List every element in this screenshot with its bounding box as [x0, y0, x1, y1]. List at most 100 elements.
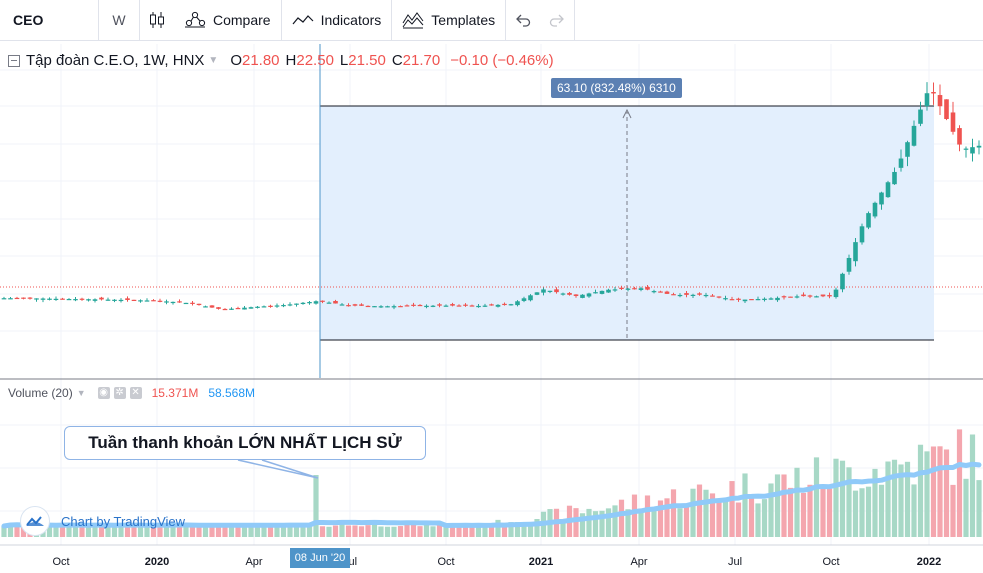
volume-bar: [313, 475, 319, 537]
volume-bar: [469, 526, 475, 537]
volume-bar: [72, 526, 79, 537]
candle-body: [736, 298, 741, 300]
x-tick-label: Oct: [822, 556, 839, 568]
volume-bar: [956, 429, 963, 537]
volume-bar: [612, 505, 618, 537]
volume-bar: [183, 526, 189, 537]
interval-button[interactable]: W: [99, 0, 139, 41]
candle-body: [924, 93, 930, 107]
candle-body: [391, 306, 397, 308]
candle-body: [859, 226, 865, 243]
volume-bar: [605, 508, 612, 537]
candle-body: [339, 304, 345, 306]
gear-icon[interactable]: ✲: [113, 387, 126, 399]
candle-body: [820, 294, 826, 297]
chevron-down-icon[interactable]: ▼: [76, 388, 86, 398]
volume-bar: [976, 480, 982, 537]
candle-body: [645, 287, 650, 290]
candle-body: [476, 305, 481, 308]
candle-body: [8, 298, 13, 300]
eye-icon[interactable]: ◉: [97, 387, 110, 399]
candle-body: [203, 306, 208, 308]
volume-bar: [677, 508, 683, 537]
candle-body: [235, 307, 241, 310]
redo-button[interactable]: [540, 0, 574, 41]
indicators-button[interactable]: Indicators: [282, 0, 392, 41]
volume-bar: [859, 488, 865, 537]
volume-bar: [937, 446, 943, 537]
volume-bar: [495, 519, 501, 537]
candle-body: [489, 304, 494, 306]
candle-body: [216, 307, 221, 309]
toolbar-divider: [505, 0, 507, 41]
candle-body: [34, 298, 39, 300]
candle-body: [612, 289, 618, 291]
candle-body: [788, 296, 793, 298]
x-tick-label: Apr: [630, 556, 647, 568]
volume-bar: [729, 481, 735, 537]
collapse-icon[interactable]: [8, 54, 20, 67]
volume-bar: [85, 526, 92, 537]
volume-bar: [410, 523, 417, 537]
annotation-callout[interactable]: Tuần thanh khoản LỚN NHẤT LỊCH SỬ: [64, 426, 426, 460]
candle-body: [177, 301, 182, 303]
candle-body: [112, 299, 117, 301]
candle-body: [690, 294, 696, 297]
measure-label: 63.10 (832.48%) 6310: [551, 78, 682, 98]
volume-bar: [79, 524, 85, 537]
volume-bar: [339, 524, 345, 537]
candle-body: [521, 298, 527, 301]
candle-body: [456, 305, 462, 307]
volume-bar: [846, 467, 852, 537]
volume-bar: [274, 525, 280, 537]
volume-bar: [306, 524, 313, 537]
volume-bar: [709, 493, 716, 537]
symbol-search[interactable]: CEO: [0, 0, 98, 41]
candle-body: [846, 257, 852, 272]
volume-bar: [716, 499, 722, 537]
candle-body: [495, 304, 501, 307]
toolbar-divider: [391, 0, 393, 41]
candle-body: [40, 298, 46, 300]
candle-body: [749, 299, 754, 301]
volume-bar: [456, 525, 462, 537]
candle-body: [450, 304, 455, 306]
volume-bar: [501, 524, 508, 537]
candle-body: [281, 305, 286, 307]
candle-body: [905, 142, 910, 157]
tradingview-watermark[interactable]: Chart by TradingView: [20, 506, 185, 536]
chart-type-button[interactable]: [140, 0, 174, 41]
volume-bar: [378, 526, 384, 537]
candle-body: [840, 273, 845, 290]
volume-bar: [768, 483, 774, 537]
indicators-icon: [292, 13, 314, 27]
candle-body: [417, 304, 423, 307]
volume-bar: [254, 523, 261, 537]
candle-body: [593, 292, 598, 294]
chevron-down-icon[interactable]: ▼: [208, 55, 219, 66]
candle-body: [320, 300, 325, 302]
candle-body: [222, 308, 228, 311]
volume-bar: [586, 508, 592, 537]
candle-body: [190, 302, 195, 304]
compare-icon: [184, 11, 206, 29]
candle-body: [697, 293, 702, 295]
price-chart[interactable]: Oct 2020 Apr Jul Oct 2021 Apr Jul Oct 2022: [0, 41, 983, 573]
volume-bar: [644, 495, 651, 537]
candle-body: [151, 300, 156, 302]
x-tick-label: Oct: [52, 556, 69, 568]
volume-bar: [326, 526, 332, 537]
candle-body: [333, 300, 338, 304]
candle-body: [580, 294, 585, 298]
close-icon[interactable]: ✕: [129, 387, 142, 399]
candle-body: [710, 295, 715, 297]
volume-bar: [443, 524, 449, 537]
volume-bar: [820, 484, 826, 537]
candle-body: [105, 299, 111, 301]
compare-button[interactable]: Compare: [174, 0, 281, 41]
volume-bar: [969, 434, 976, 537]
templates-button[interactable]: Templates: [392, 0, 505, 41]
volume-bar: [631, 494, 638, 537]
volume-bar: [592, 511, 599, 537]
undo-button[interactable]: [506, 0, 540, 41]
